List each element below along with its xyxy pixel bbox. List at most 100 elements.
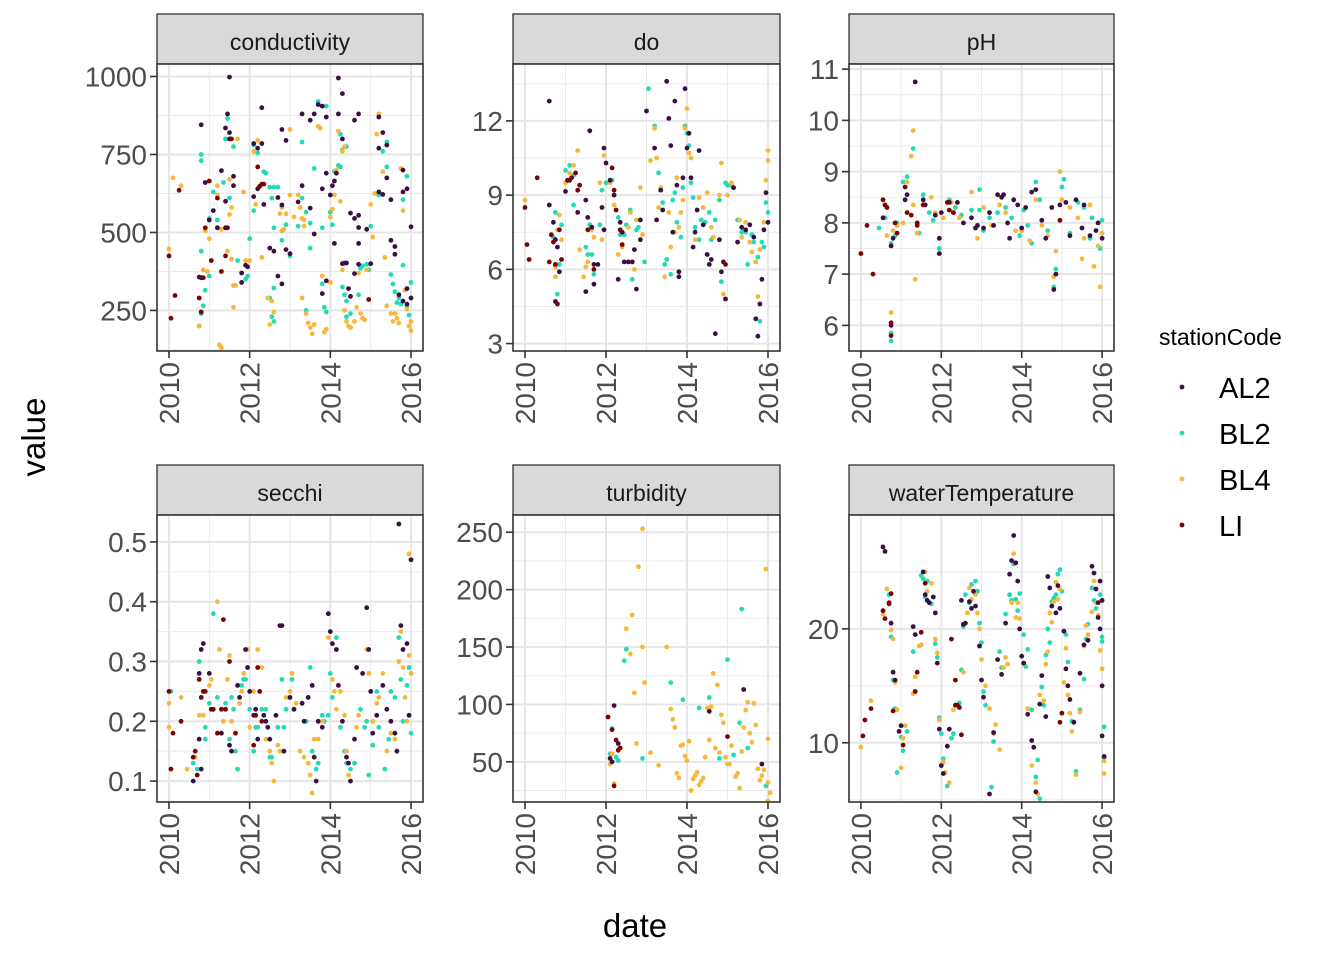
data-point-BL2: [668, 680, 674, 685]
data-point-AL2: [219, 730, 224, 736]
data-point-BL4: [912, 674, 918, 680]
data-point-BL4: [408, 319, 414, 324]
data-point-BL4: [571, 163, 576, 168]
data-point-BL2: [674, 219, 680, 225]
legend-label: BL2: [1219, 419, 1271, 451]
data-point-LI: [585, 227, 591, 233]
data-point-LI: [573, 170, 578, 176]
data-point-AL2: [1029, 738, 1035, 743]
data-point-AL2: [273, 712, 279, 718]
data-point-BL4: [1099, 230, 1105, 236]
data-point-AL2: [323, 170, 329, 176]
data-point-BL4: [977, 626, 982, 632]
data-point-LI: [176, 187, 182, 193]
data-point-BL4: [765, 736, 771, 742]
data-point-AL2: [267, 736, 273, 742]
data-point-AL2: [888, 243, 894, 249]
data-point-LI: [255, 665, 261, 670]
data-point-AL2: [944, 743, 950, 749]
data-point-AL2: [400, 189, 406, 195]
data-point-BL4: [215, 599, 220, 605]
data-point-BL2: [1099, 639, 1105, 644]
data-point-LI: [914, 669, 920, 675]
data-point-BL4: [1037, 692, 1043, 698]
x-tick-label: 2014: [315, 813, 346, 875]
data-point-AL2: [356, 241, 361, 246]
data-point-LI: [526, 257, 532, 262]
data-point-BL4: [406, 323, 412, 329]
data-point-BL2: [745, 745, 751, 751]
data-point-BL2: [247, 236, 253, 242]
data-point-AL2: [299, 111, 305, 117]
data-point-AL2: [979, 677, 984, 683]
y-tick-label: 150: [456, 632, 503, 663]
data-point-AL2: [890, 669, 896, 675]
data-point-LI: [890, 708, 896, 714]
data-point-BL4: [757, 247, 763, 253]
data-point-BL4: [305, 760, 311, 766]
data-point-BL4: [368, 202, 374, 207]
data-point-BL4: [259, 255, 265, 260]
data-point-AL2: [388, 237, 394, 243]
data-point-BL4: [227, 177, 232, 182]
data-point-AL2: [1021, 660, 1027, 666]
data-point-BL4: [303, 311, 309, 316]
data-point-BL2: [680, 185, 686, 191]
data-point-BL2: [731, 752, 736, 758]
data-point-AL2: [991, 223, 996, 228]
data-point-BL2: [759, 239, 765, 245]
data-point-AL2: [690, 244, 696, 250]
data-point-LI: [611, 187, 617, 193]
data-point-BL4: [965, 610, 970, 616]
data-point-BL4: [404, 306, 410, 312]
data-point-BL2: [404, 683, 410, 688]
data-point-AL2: [910, 624, 916, 629]
data-point-BL2: [995, 210, 1000, 216]
data-point-BL2: [303, 209, 309, 215]
data-point-BL4: [275, 742, 281, 748]
data-point-AL2: [384, 706, 390, 712]
y-tick-label: 0.5: [108, 527, 147, 558]
data-point-BL4: [634, 217, 639, 223]
data-point-BL2: [388, 272, 394, 277]
data-point-BL2: [235, 258, 241, 263]
data-point-BL2: [553, 210, 558, 215]
data-point-AL2: [364, 605, 370, 611]
data-point-BL4: [1043, 661, 1049, 667]
data-point-AL2: [200, 641, 206, 646]
data-point-AL2: [344, 260, 349, 266]
data-point-BL4: [686, 738, 692, 744]
data-point-BL2: [356, 292, 361, 298]
data-point-AL2: [1067, 697, 1073, 702]
data-point-BL2: [1099, 217, 1105, 223]
data-point-BL2: [615, 215, 621, 220]
x-tick-label: 2014: [1007, 813, 1038, 875]
data-point-BL2: [664, 257, 670, 262]
data-point-BL4: [648, 158, 653, 163]
data-point-BL2: [231, 706, 236, 712]
data-point-BL4: [1077, 709, 1083, 715]
data-point-BL4: [374, 700, 380, 706]
data-point-AL2: [219, 168, 224, 174]
data-point-AL2: [404, 301, 410, 307]
data-point-BL2: [1035, 757, 1041, 763]
legend-label: BL4: [1219, 465, 1271, 497]
data-point-BL2: [1045, 626, 1051, 632]
data-point-BL4: [880, 611, 886, 617]
data-point-LI: [227, 659, 232, 664]
data-point-AL2: [1065, 683, 1071, 689]
data-point-BL4: [609, 751, 615, 757]
data-point-BL2: [615, 758, 621, 764]
data-point-BL2: [888, 338, 894, 344]
data-point-BL2: [623, 646, 629, 652]
data-point-AL2: [987, 210, 992, 216]
data-point-AL2: [1049, 205, 1055, 210]
data-point-BL4: [727, 761, 732, 767]
data-point-BL4: [297, 748, 303, 754]
data-point-BL4: [700, 205, 706, 210]
data-point-AL2: [384, 142, 390, 148]
data-point-LI: [257, 689, 263, 694]
data-point-LI: [904, 210, 910, 216]
data-point-BL2: [763, 200, 769, 206]
data-point-BL4: [307, 325, 313, 330]
